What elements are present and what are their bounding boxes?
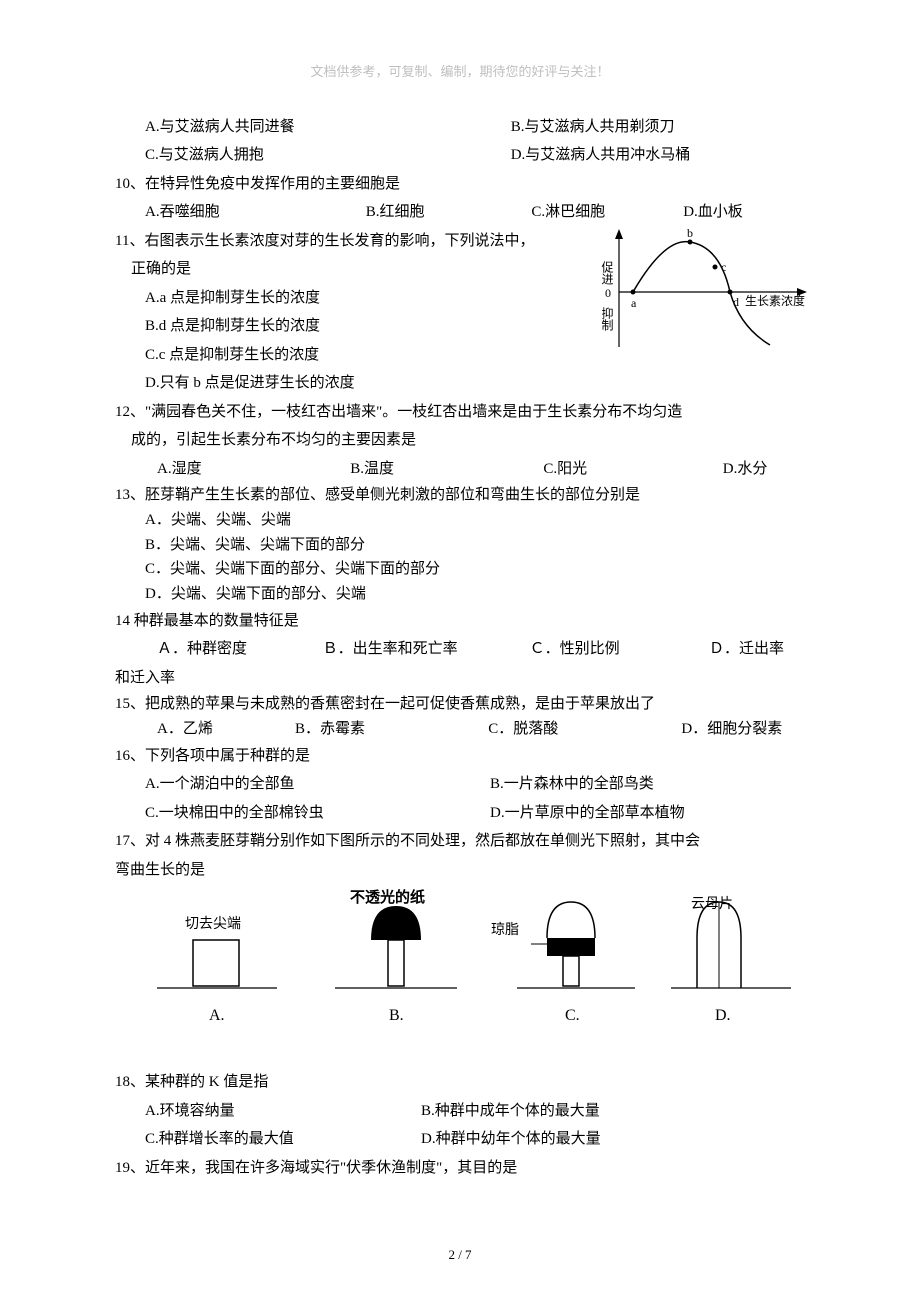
point-d	[728, 289, 733, 294]
q13-stem: 13、胚芽鞘产生生长素的部位、感受单侧光刺激的部位和弯曲生长的部位分别是	[115, 483, 805, 508]
q15-opt-d: D．细胞分裂素	[681, 717, 805, 742]
q12-opt-d: D.水分	[723, 455, 805, 484]
q17-stem1: 17、对 4 株燕麦胚芽鞘分别作如下图所示的不同处理，然后都放在单侧光下照射，其…	[115, 827, 805, 856]
q9-opt-d: D.与艾滋病人共用冲水马桶	[511, 141, 805, 170]
q16-stem: 16、下列各项中属于种群的是	[115, 742, 805, 771]
page-footer: 2 / 7	[0, 1243, 920, 1268]
q13-opt-c: C．尖端、尖端下面的部分、尖端下面的部分	[145, 557, 805, 582]
q15-opt-b: B．赤霉素	[295, 717, 488, 742]
figA-shoot	[193, 940, 239, 986]
figA-letter: A.	[209, 1007, 225, 1024]
q16-opt-d: D.一片草原中的全部草本植物	[490, 799, 805, 828]
q17-stem2: 弯曲生长的是	[115, 856, 805, 885]
figB-shoot	[388, 940, 404, 986]
label-a: a	[631, 296, 637, 310]
q9-opt-c: C.与艾滋病人拥抱	[115, 141, 511, 170]
q10-opt-a: A.吞噬细胞	[115, 198, 366, 227]
q12-stem2: 成的，引起生长素分布不均匀的主要因素是	[115, 426, 805, 455]
q13-opt-d: D．尖端、尖端下面的部分、尖端	[145, 582, 805, 607]
header-note: 文档供参考，可复制、编制，期待您的好评与关注！	[115, 60, 805, 85]
q16-opts-row1: A.一个湖泊中的全部鱼 B.一片森林中的全部鸟类	[115, 770, 805, 799]
q14-stem: 14 种群最基本的数量特征是	[115, 607, 805, 636]
label-b: b	[687, 227, 693, 240]
q12-opt-b: B.温度	[350, 455, 543, 484]
point-b	[688, 239, 693, 244]
q16-opts-row2: C.一块棉田中的全部棉铃虫 D.一片草原中的全部草本植物	[115, 799, 805, 828]
q14-opt-d: Ｄ．迁出率	[709, 635, 805, 664]
y-arrow-icon	[615, 229, 623, 239]
label-d: d	[733, 295, 739, 309]
q18-opt-d: D.种群中幼年个体的最大量	[421, 1125, 805, 1154]
q18-stem: 18、某种群的 K 值是指	[115, 1068, 805, 1097]
page: 文档供参考，可复制、编制，期待您的好评与关注！ A.与艾滋病人共同进餐 B.与艾…	[0, 0, 920, 1302]
point-c	[713, 264, 718, 269]
q10-opts: A.吞噬细胞 B.红细胞 C.淋巴细胞 D.血小板	[115, 198, 805, 227]
figB-letter: B.	[389, 1007, 404, 1024]
figC-agar	[547, 938, 595, 956]
q14-opts: Ａ．种群密度 Ｂ．出生率和死亡率 Ｃ．性别比例 Ｄ．迁出率	[115, 635, 805, 664]
q15-opt-c: C．脱落酸	[488, 717, 681, 742]
q10-opt-d: D.血小板	[683, 198, 805, 227]
figC-tip	[547, 902, 595, 938]
q13-opt-b: B．尖端、尖端、尖端下面的部分	[145, 533, 805, 558]
q10-opt-c: C.淋巴细胞	[531, 198, 683, 227]
q16-opt-a: A.一个湖泊中的全部鱼	[115, 770, 490, 799]
figC-label: 琼脂	[491, 922, 519, 938]
y-down-label: 抑制	[600, 305, 614, 330]
origin-zero: 0	[605, 286, 611, 300]
q16-opt-b: B.一片森林中的全部鸟类	[490, 770, 805, 799]
q15-opts: A．乙烯 B．赤霉素 C．脱落酸 D．细胞分裂素	[115, 717, 805, 742]
q9-opt-b: B.与艾滋病人共用剃须刀	[511, 113, 805, 142]
q14-opt-c: Ｃ．性别比例	[530, 635, 709, 664]
q18-opts-row1: A.环境容纳量 B.种群中成年个体的最大量	[115, 1097, 805, 1126]
q18-opt-b: B.种群中成年个体的最大量	[421, 1097, 805, 1126]
x-axis-label: 生长素浓度	[745, 293, 805, 308]
q14-tail: 和迁入率	[115, 664, 805, 693]
label-c: c	[721, 260, 726, 274]
q11-block: 11、右图表示生长素浓度对芽的生长发育的影响，下列说法中， 正确的是 A.a 点…	[115, 227, 805, 398]
q14-opt-a: Ａ．种群密度	[115, 635, 323, 664]
y-up-label: 促进	[600, 260, 614, 284]
q9-opts-row1: A.与艾滋病人共同进餐 B.与艾滋病人共用剃须刀	[115, 113, 805, 142]
figD-letter: D.	[715, 1007, 731, 1024]
q9-opts-row2: C.与艾滋病人拥抱 D.与艾滋病人共用冲水马桶	[115, 141, 805, 170]
q16-opt-c: C.一块棉田中的全部棉铃虫	[115, 799, 490, 828]
q12-stem1: 12、"满园春色关不住，一枝红杏出墙来"。一枝红杏出墙来是由于生长素分布不均匀造	[115, 398, 805, 427]
q15-stem: 15、把成熟的苹果与未成熟的香蕉密封在一起可促使香蕉成熟，是由于苹果放出了	[115, 692, 805, 717]
q17-figures: 切去尖端 A. 不透光的纸 B. 琼脂 C. 云母片 D.	[115, 888, 805, 1068]
q10-opt-b: B.红细胞	[366, 198, 532, 227]
q9-opt-a: A.与艾滋病人共同进餐	[115, 113, 511, 142]
figB-label: 不透光的纸	[350, 888, 425, 906]
q12-opt-c: C.阳光	[543, 455, 722, 484]
q19-stem: 19、近年来，我国在许多海域实行"伏季休渔制度"，其目的是	[115, 1154, 805, 1183]
q18-opt-a: A.环境容纳量	[115, 1097, 421, 1126]
q10-stem: 10、在特异性免疫中发挥作用的主要细胞是	[115, 170, 805, 199]
q11-chart: a b c d 生长素浓度 促进 抑制 0	[595, 227, 815, 357]
figB-cap	[371, 906, 421, 940]
q13-opt-a: A．尖端、尖端、尖端	[145, 508, 805, 533]
q12-opt-a: A.湿度	[115, 455, 350, 484]
q18-opts-row2: C.种群增长率的最大值 D.种群中幼年个体的最大量	[115, 1125, 805, 1154]
q11-opt-d: D.只有 b 点是促进芽生长的浓度	[115, 369, 805, 398]
q18-opt-c: C.种群增长率的最大值	[115, 1125, 421, 1154]
q14-opt-b: Ｂ．出生率和死亡率	[323, 635, 530, 664]
q15-opt-a: A．乙烯	[115, 717, 295, 742]
figC-letter: C.	[565, 1007, 580, 1024]
figC-shoot	[563, 956, 579, 986]
figA-label: 切去尖端	[185, 916, 241, 932]
point-a	[631, 289, 636, 294]
q12-opts: A.湿度 B.温度 C.阳光 D.水分	[115, 455, 805, 484]
